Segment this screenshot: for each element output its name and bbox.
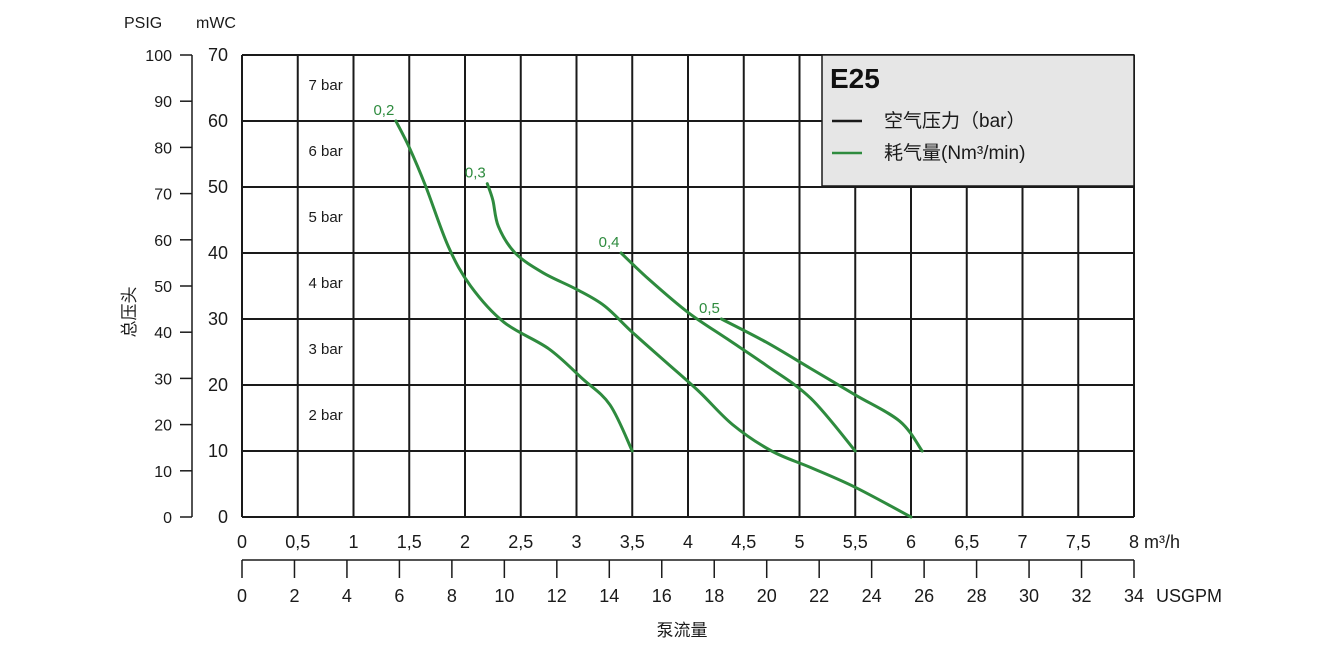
mwc-tick-label: 70: [208, 45, 228, 65]
m3h-unit-label: m³/h: [1144, 532, 1180, 552]
mwc-tick-label: 60: [208, 111, 228, 131]
psig-tick-label: 100: [145, 48, 172, 65]
usgpm-tick-label: 20: [757, 586, 777, 606]
psig-axis-label: PSIG: [124, 15, 162, 32]
m3h-tick-label: 1,5: [397, 532, 422, 552]
m3h-tick-label: 3: [571, 532, 581, 552]
x-axis-title: 泵流量: [657, 621, 708, 640]
psig-tick-label: 60: [154, 233, 172, 250]
air-consumption-curve: [719, 317, 924, 453]
m3h-tick-label: 5,5: [843, 532, 868, 552]
legend-label-air-pressure: 空气压力（bar）: [884, 110, 1025, 132]
usgpm-tick-label: 26: [914, 586, 934, 606]
air-consumption-curve: [394, 119, 634, 453]
usgpm-tick-label: 34: [1124, 586, 1144, 606]
psig-tick-label: 90: [154, 94, 172, 111]
m3h-tick-label: 8: [1129, 532, 1139, 552]
usgpm-tick-label: 8: [447, 586, 457, 606]
mwc-tick-label: 30: [208, 309, 228, 329]
m3h-tick-label: 7,5: [1066, 532, 1091, 552]
mwc-tick-label: 0: [218, 507, 228, 527]
y-axis-title: 总压头: [120, 287, 139, 338]
usgpm-tick-label: 14: [599, 586, 619, 606]
mwc-tick-label: 40: [208, 243, 228, 263]
m3h-tick-label: 6: [906, 532, 916, 552]
air-pressure-label: 5 bar: [309, 209, 343, 226]
air-pressure-label: 3 bar: [309, 341, 343, 358]
mwc-tick-label: 10: [208, 441, 228, 461]
m3h-tick-label: 5: [794, 532, 804, 552]
usgpm-tick-label: 6: [394, 586, 404, 606]
psig-tick-label: 80: [154, 140, 172, 157]
psig-tick-label: 20: [154, 418, 172, 435]
psig-tick-label: 30: [154, 371, 172, 388]
m3h-tick-label: 0: [237, 532, 247, 552]
m3h-tick-label: 4,5: [731, 532, 756, 552]
left-axes: 0 10 20 30 40 50 60 70 80 90 100 0 10 20 30 40 50 60 70: [145, 45, 228, 527]
legend-box: [821, 54, 1135, 187]
psig-tick-label: 0: [163, 510, 172, 527]
usgpm-tick-label: 16: [652, 586, 672, 606]
legend-label-air-consumption: 耗气量(Nm³/min): [884, 142, 1025, 164]
air-consumption-curve: [485, 182, 913, 519]
usgpm-tick-label: 2: [289, 586, 299, 606]
usgpm-tick-label: 30: [1019, 586, 1039, 606]
m3h-tick-label: 3,5: [620, 532, 645, 552]
legend-title: E25: [830, 63, 880, 94]
usgpm-tick-label: 10: [494, 586, 514, 606]
air-consumption-label: 0,5: [699, 300, 720, 317]
m3h-tick-label: 1: [348, 532, 358, 552]
air-pressure-label: 7 bar: [309, 77, 343, 94]
m3h-tick-label: 7: [1017, 532, 1027, 552]
usgpm-tick-label: 4: [342, 586, 352, 606]
air-consumption-label: 0,2: [373, 102, 394, 119]
usgpm-tick-label: 18: [704, 586, 724, 606]
mwc-axis-label: mWC: [196, 15, 236, 32]
m3h-tick-label: 4: [683, 532, 693, 552]
usgpm-tick-label: 22: [809, 586, 829, 606]
air-consumption-curve: [619, 251, 857, 453]
m3h-tick-label: 6,5: [954, 532, 979, 552]
mwc-tick-label: 20: [208, 375, 228, 395]
legend: E25 空气压力（bar） 耗气量(Nm³/min): [821, 54, 1135, 187]
m3h-tick-label: 0,5: [285, 532, 310, 552]
usgpm-tick-label: 0: [237, 586, 247, 606]
m3h-tick-label: 2,5: [508, 532, 533, 552]
air-pressure-label: 6 bar: [309, 143, 343, 160]
usgpm-unit-label: USGPM: [1156, 586, 1222, 606]
m3h-tick-label: 2: [460, 532, 470, 552]
air-consumption-curves: 0,2 0,3 0,4 0,5: [373, 102, 924, 519]
air-consumption-label: 0,4: [599, 234, 620, 251]
psig-tick-label: 40: [154, 325, 172, 342]
psig-tick-label: 10: [154, 464, 172, 481]
air-consumption-label: 0,3: [465, 165, 486, 182]
air-pressure-label: 4 bar: [309, 275, 343, 292]
air-pressure-labels: 7 bar 6 bar 5 bar 4 bar 3 bar 2 bar: [309, 77, 343, 424]
mwc-tick-label: 50: [208, 177, 228, 197]
psig-tick-label: 50: [154, 279, 172, 296]
bottom-axes: 0 0,5 1 1,5 2 2,5 3 3,5 4 4,5 5 5,5 6 6,5 7 7,5 8 m³/h0 2 4…: [237, 532, 1222, 606]
air-pressure-label: 2 bar: [309, 407, 343, 424]
psig-tick-label: 70: [154, 187, 172, 204]
usgpm-tick-label: 12: [547, 586, 567, 606]
usgpm-tick-label: 24: [862, 586, 882, 606]
usgpm-tick-label: 28: [967, 586, 987, 606]
usgpm-tick-label: 32: [1072, 586, 1092, 606]
